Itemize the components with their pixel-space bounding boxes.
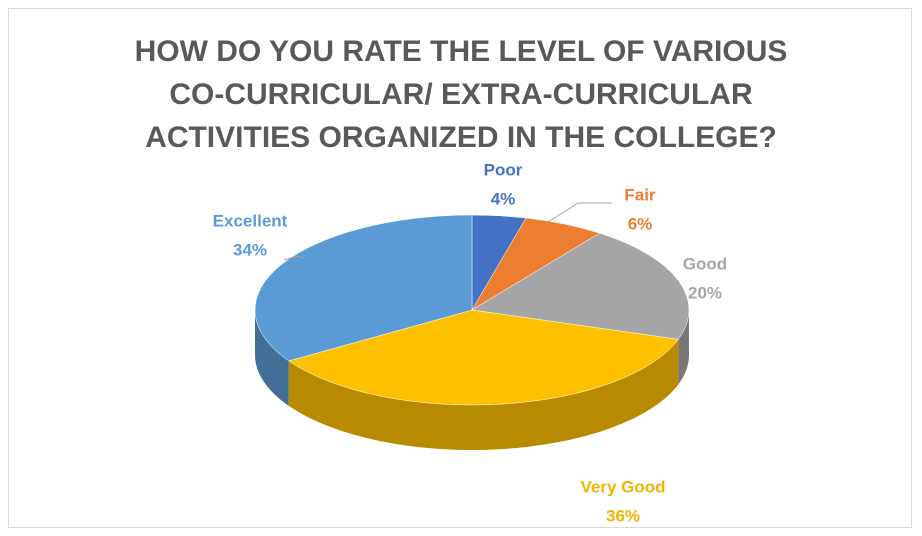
pie-slice [254,214,473,362]
leader-line [283,255,306,261]
data-label-name: Excellent [213,211,288,230]
pie-slice-side [255,310,289,406]
data-label-name: Good [683,254,727,273]
data-label-value: 6% [628,214,653,233]
data-label-value: 36% [606,506,640,525]
leader-line [547,202,612,223]
data-label-value: 20% [688,283,722,302]
data-label-value: 4% [491,189,516,208]
pie-slice-side [288,339,679,450]
pie-slice [288,309,679,406]
data-label-name: Poor [484,160,523,179]
chart-title: HOW DO YOU RATE THE LEVEL OF VARIOUS CO-… [134,35,788,154]
data-label-name: Fair [624,185,656,204]
pie-slice-side [678,310,689,385]
data-label-name: Very Good [580,477,665,496]
pie-slice [471,232,690,340]
chart-frame [8,8,912,528]
data-label-value: 34% [233,240,267,259]
